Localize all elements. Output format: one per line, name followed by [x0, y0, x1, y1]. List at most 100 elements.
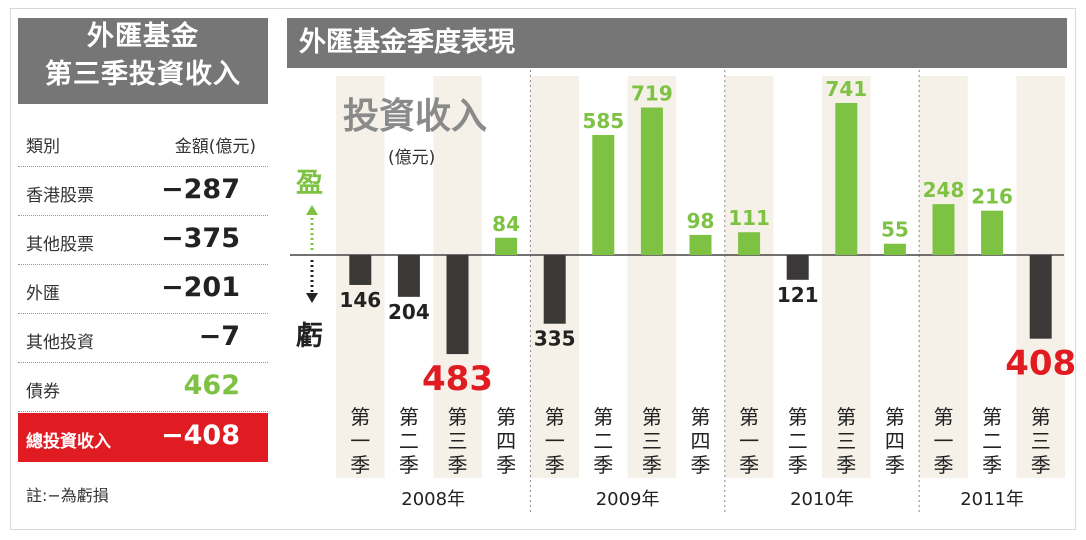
bar [786, 255, 809, 280]
loss-arrow-icon [306, 293, 318, 303]
data-label: 111 [728, 206, 770, 230]
data-label: 121 [777, 283, 819, 307]
category-label: 三 [448, 429, 468, 453]
bar [835, 103, 858, 255]
bar [640, 107, 663, 255]
category-label: 二 [788, 429, 808, 453]
category-label: 三 [836, 429, 856, 453]
bar [592, 135, 615, 255]
category-label: 三 [1031, 429, 1051, 453]
column-shade [919, 76, 968, 478]
year-label: 2009年 [596, 489, 660, 510]
bar [932, 204, 955, 255]
data-label: 335 [534, 327, 576, 351]
column-shade [724, 76, 774, 478]
table-header-row: 類別 金額(億元) [18, 118, 268, 167]
category-label: 季 [350, 453, 370, 477]
category-label: 第 [934, 405, 954, 429]
column-header-category: 類別 [26, 137, 60, 157]
category-label: 季 [399, 453, 419, 477]
row-value: −7 [198, 321, 240, 352]
category-label: 第 [691, 405, 711, 429]
category-label: 第 [788, 405, 808, 429]
left-title-line1: 外匯基金 [87, 21, 199, 52]
data-label: 408 [1005, 344, 1076, 384]
gain-arrow-icon [306, 205, 318, 215]
row-label: 其他投資 [26, 333, 94, 353]
left-panel-title: 外匯基金 第三季投資收入 [18, 18, 268, 104]
category-label: 三 [642, 429, 662, 453]
bar [495, 237, 518, 255]
category-label: 二 [982, 429, 1002, 453]
category-label: 一 [739, 429, 759, 453]
category-label: 第 [982, 405, 1002, 429]
category-label: 第 [545, 405, 565, 429]
category-label: 第 [885, 405, 905, 429]
category-label: 第 [642, 405, 662, 429]
bar [1029, 255, 1052, 339]
category-label: 季 [982, 453, 1002, 477]
category-label: 季 [496, 453, 516, 477]
table-row: 香港股票 −287 [18, 167, 268, 216]
category-label: 季 [885, 453, 905, 477]
row-value: −201 [161, 272, 240, 303]
bar [883, 243, 906, 255]
data-label: 585 [582, 109, 624, 133]
category-label: 二 [593, 429, 613, 453]
category-label: 第 [593, 405, 613, 429]
category-label: 第 [1031, 405, 1051, 429]
bar [543, 255, 566, 324]
year-label: 2011年 [960, 489, 1024, 510]
year-label: 2008年 [401, 489, 465, 510]
bar [349, 255, 372, 285]
category-label: 第 [739, 405, 759, 429]
data-label: 719 [631, 82, 673, 106]
table-row-total: 總投資收入 −408 [18, 413, 268, 462]
bar [738, 232, 761, 255]
data-label: 55 [881, 218, 909, 242]
footnote: 註:−為虧損 [26, 486, 109, 505]
category-label: 季 [642, 453, 662, 477]
category-label: 季 [836, 453, 856, 477]
unit-label: (億元) [388, 148, 435, 168]
category-label: 四 [691, 429, 711, 453]
category-label: 季 [788, 453, 808, 477]
row-label: 債券 [26, 382, 60, 402]
category-label: 季 [1031, 453, 1051, 477]
data-label: 741 [825, 77, 867, 101]
category-label: 四 [885, 429, 905, 453]
y-axis-label: 投資收入 [343, 96, 487, 137]
row-label: 香港股票 [26, 186, 94, 206]
category-label: 第 [350, 405, 370, 429]
category-label: 一 [350, 429, 370, 453]
data-label: 248 [923, 178, 965, 202]
table-row: 外匯 −201 [18, 265, 268, 314]
data-label: 204 [388, 300, 430, 324]
row-value: −375 [161, 223, 240, 254]
category-label: 季 [934, 453, 954, 477]
row-label: 其他股票 [26, 235, 94, 255]
category-label: 季 [545, 453, 565, 477]
category-label: 季 [691, 453, 711, 477]
column-header-amount: 金額(億元) [174, 137, 256, 157]
bar [689, 234, 712, 255]
gain-label: 盈 [296, 168, 323, 199]
category-label: 二 [399, 429, 419, 453]
category-label: 一 [934, 429, 954, 453]
table-row: 其他股票 −375 [18, 216, 268, 265]
data-label: 84 [492, 212, 520, 236]
category-label: 第 [448, 405, 468, 429]
loss-label: 虧 [296, 321, 323, 352]
total-value: −408 [161, 420, 240, 451]
category-label: 季 [448, 453, 468, 477]
left-title-line2: 第三季投資收入 [45, 59, 241, 90]
category-label: 第 [836, 405, 856, 429]
table-row: 債券 462 [18, 363, 268, 412]
category-label: 第 [496, 405, 516, 429]
category-label: 第 [399, 405, 419, 429]
total-label: 總投資收入 [26, 432, 111, 452]
table-row: 其他投資 −7 [18, 314, 268, 363]
data-label: 216 [971, 185, 1013, 209]
chart-title: 外匯基金季度表現 [287, 18, 1067, 68]
